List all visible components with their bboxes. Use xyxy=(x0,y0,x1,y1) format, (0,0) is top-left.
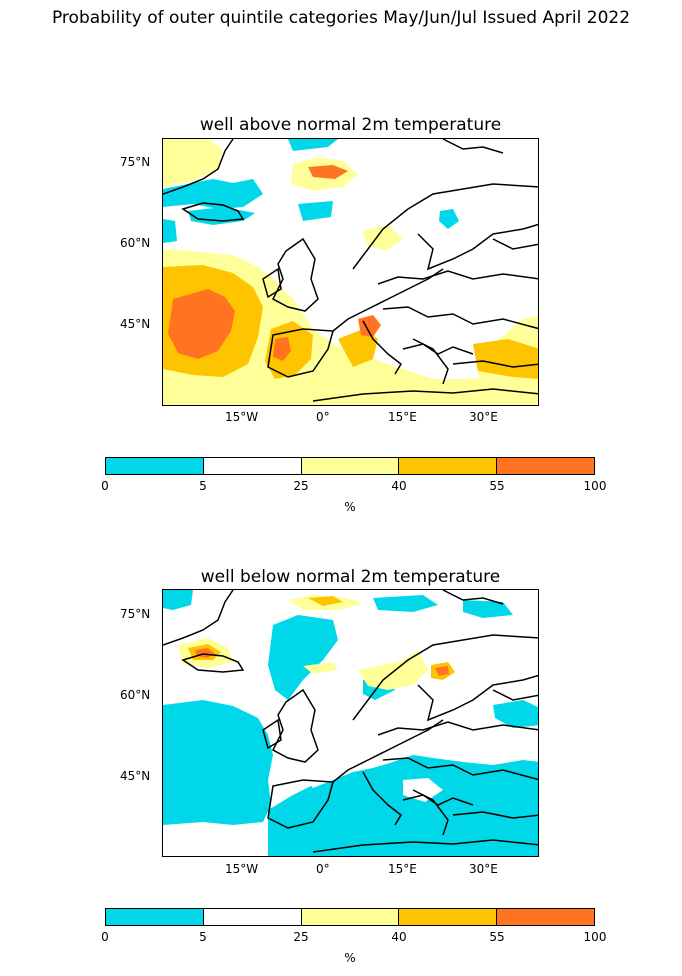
colorbar-unit: % xyxy=(344,951,356,965)
colorbar-tick: 25 xyxy=(293,479,309,493)
colorbar-tick: 55 xyxy=(489,930,505,944)
panel-2-coastlines xyxy=(163,590,538,853)
colorbar-segment xyxy=(300,458,399,474)
colorbar-segment xyxy=(398,909,497,925)
panel-1-lon-label: 15°W xyxy=(225,410,259,424)
panel-1-lat-label: 75°N xyxy=(120,155,151,169)
colorbar-tick: 40 xyxy=(391,930,407,944)
panel-1-title: well above normal 2m temperature xyxy=(199,115,502,135)
panel-1-coastlines xyxy=(163,139,538,402)
colorbar-segment xyxy=(106,458,203,474)
colorbar-segment xyxy=(202,458,301,474)
panel-2-lon-label: 0° xyxy=(316,862,330,876)
panel-1-lon-label: 30°E xyxy=(469,410,498,424)
colorbar-segment xyxy=(398,458,497,474)
panel-2-lon-label: 15°E xyxy=(388,862,417,876)
colorbar-tick: 25 xyxy=(293,930,309,944)
panel-1-lon-label: 15°E xyxy=(388,410,417,424)
colorbar-tick: 40 xyxy=(391,479,407,493)
colorbar-tick: 55 xyxy=(489,479,505,493)
panel-2-probability-field xyxy=(163,590,538,856)
colorbar-segment xyxy=(496,909,594,925)
colorbar-tick: 5 xyxy=(199,479,207,493)
panel-1-lat-label: 60°N xyxy=(120,236,151,250)
panel-2-title: well below normal 2m temperature xyxy=(200,567,501,587)
colorbar-segment xyxy=(496,458,594,474)
colorbar-tick: 100 xyxy=(583,930,607,944)
colorbar-tick: 100 xyxy=(583,479,607,493)
panel-1-probability-field xyxy=(163,139,538,405)
colorbar-unit: % xyxy=(344,500,356,514)
panel-2-lat-label: 45°N xyxy=(120,769,151,783)
colorbar-tick: 0 xyxy=(101,479,109,493)
colorbar-tick: 0 xyxy=(101,930,109,944)
panel-2-map xyxy=(162,589,539,857)
panel-1-map xyxy=(162,138,539,406)
panel-1-lon-label: 0° xyxy=(316,410,330,424)
figure-title: Probability of outer quintile categories… xyxy=(51,8,631,28)
panel-2-lat-label: 60°N xyxy=(120,688,151,702)
panel-1-colorbar xyxy=(105,457,595,475)
panel-2-lon-label: 15°W xyxy=(225,862,259,876)
colorbar-segment xyxy=(300,909,399,925)
colorbar-segment xyxy=(106,909,203,925)
panel-2-lon-label: 30°E xyxy=(469,862,498,876)
panel-2-lat-label: 75°N xyxy=(120,607,151,621)
colorbar-segment xyxy=(202,909,301,925)
colorbar-tick: 5 xyxy=(199,930,207,944)
panel-1-lat-label: 45°N xyxy=(120,317,151,331)
panel-2-colorbar xyxy=(105,908,595,926)
